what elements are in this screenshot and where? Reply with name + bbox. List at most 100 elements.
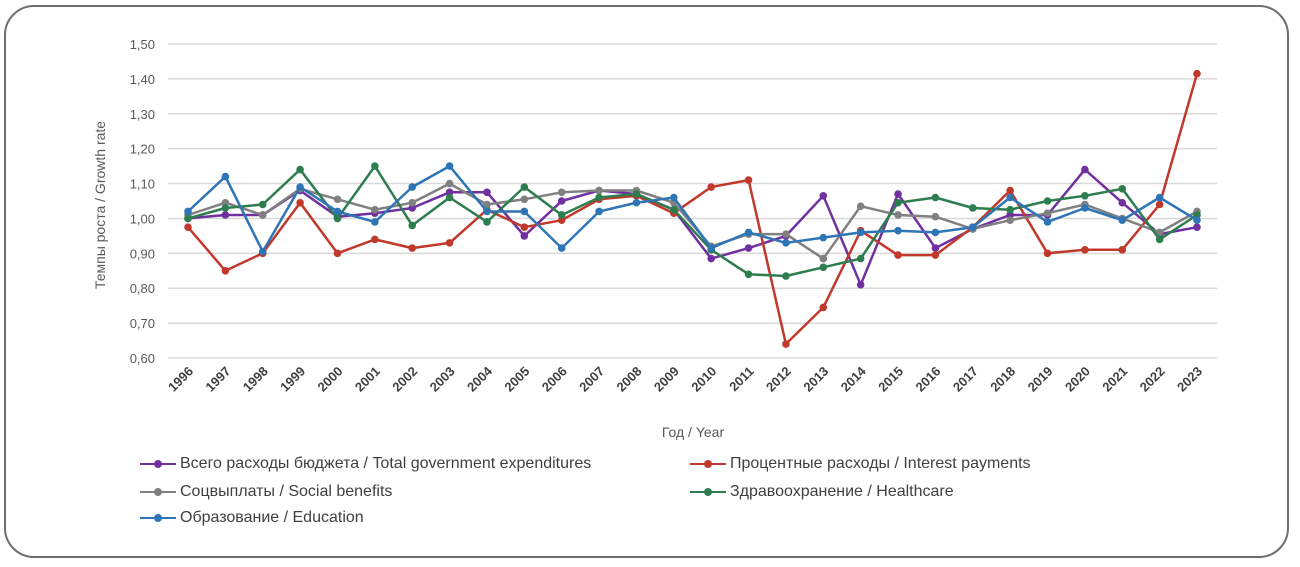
data-point[interactable] (1193, 211, 1201, 219)
data-point[interactable] (894, 211, 902, 219)
data-point[interactable] (931, 244, 940, 252)
data-point[interactable] (1155, 235, 1164, 244)
data-point[interactable] (445, 239, 454, 247)
data-point[interactable] (744, 270, 753, 279)
data-point[interactable] (670, 193, 678, 202)
data-point[interactable] (632, 198, 641, 207)
data-point[interactable] (1043, 218, 1052, 226)
data-point[interactable] (258, 211, 267, 219)
data-point[interactable] (221, 266, 230, 275)
data-point[interactable] (371, 162, 379, 170)
data-point[interactable] (968, 223, 977, 231)
data-point[interactable] (856, 228, 865, 237)
data-point[interactable] (520, 195, 529, 204)
data-point[interactable] (931, 228, 940, 237)
data-point[interactable] (707, 244, 715, 252)
data-point[interactable] (856, 254, 865, 263)
data-point[interactable] (1193, 69, 1201, 78)
data-point[interactable] (408, 204, 417, 212)
data-point[interactable] (931, 212, 940, 221)
data-point[interactable] (445, 179, 454, 188)
data-point[interactable] (1118, 216, 1127, 224)
legend-item-interest-payments[interactable]: Процентные расходы / Interest payments (690, 455, 1031, 473)
data-point[interactable] (632, 190, 641, 198)
data-point[interactable] (744, 244, 753, 252)
data-point[interactable] (557, 197, 566, 205)
data-point[interactable] (333, 195, 342, 204)
data-point[interactable] (333, 249, 342, 258)
data-point[interactable] (595, 186, 603, 195)
data-point[interactable] (520, 207, 529, 216)
data-point[interactable] (1118, 198, 1127, 207)
data-point[interactable] (819, 233, 828, 242)
data-point[interactable] (819, 303, 828, 312)
data-point[interactable] (894, 226, 902, 235)
data-point[interactable] (408, 244, 417, 252)
data-point[interactable] (445, 162, 454, 170)
data-point[interactable] (782, 230, 790, 238)
data-point[interactable] (856, 280, 865, 289)
data-point[interactable] (1081, 165, 1089, 174)
data-point[interactable] (1043, 197, 1052, 205)
data-point[interactable] (557, 244, 566, 252)
data-point[interactable] (520, 183, 529, 191)
data-point[interactable] (1118, 246, 1127, 254)
data-point[interactable] (221, 172, 230, 181)
data-point[interactable] (894, 251, 902, 259)
data-point[interactable] (221, 211, 230, 219)
data-point[interactable] (221, 204, 230, 212)
data-point[interactable] (1193, 223, 1201, 231)
data-point[interactable] (782, 239, 790, 247)
data-point[interactable] (744, 176, 753, 184)
data-point[interactable] (483, 207, 491, 216)
data-point[interactable] (744, 228, 753, 237)
data-point[interactable] (483, 200, 491, 209)
data-point[interactable] (184, 207, 192, 216)
data-point[interactable] (707, 254, 715, 263)
data-point[interactable] (894, 190, 902, 198)
data-point[interactable] (1193, 216, 1201, 224)
data-point[interactable] (258, 247, 267, 256)
data-point[interactable] (333, 214, 342, 223)
data-point[interactable] (1006, 205, 1014, 214)
data-point[interactable] (520, 223, 529, 231)
data-point[interactable] (1081, 246, 1089, 254)
data-point[interactable] (670, 205, 678, 214)
data-point[interactable] (296, 198, 304, 207)
data-point[interactable] (296, 165, 304, 174)
data-point[interactable] (931, 193, 940, 202)
data-point[interactable] (1043, 249, 1052, 258)
data-point[interactable] (707, 183, 715, 191)
data-point[interactable] (371, 205, 379, 214)
data-point[interactable] (483, 218, 491, 226)
data-point[interactable] (557, 188, 566, 197)
data-point[interactable] (1006, 211, 1014, 219)
data-point[interactable] (371, 235, 379, 244)
data-point[interactable] (258, 200, 267, 209)
data-point[interactable] (1155, 228, 1164, 237)
data-point[interactable] (782, 340, 790, 348)
data-point[interactable] (595, 193, 603, 202)
data-point[interactable] (221, 198, 230, 207)
data-point[interactable] (371, 218, 379, 226)
legend-item-healthcare[interactable]: Здравоохранение / Healthcare (690, 483, 954, 501)
data-point[interactable] (557, 211, 566, 219)
data-point[interactable] (445, 188, 454, 197)
data-point[interactable] (557, 216, 566, 224)
data-point[interactable] (782, 272, 790, 280)
data-point[interactable] (1081, 204, 1089, 212)
data-point[interactable] (1006, 186, 1014, 195)
data-point[interactable] (1118, 184, 1127, 193)
data-point[interactable] (819, 254, 828, 263)
data-point[interactable] (184, 214, 192, 223)
legend-item-education[interactable]: Образование / Education (140, 509, 364, 527)
data-point[interactable] (296, 183, 304, 191)
data-point[interactable] (408, 221, 417, 230)
data-point[interactable] (931, 251, 940, 259)
data-point[interactable] (408, 183, 417, 191)
data-point[interactable] (894, 198, 902, 207)
data-point[interactable] (595, 207, 603, 216)
data-point[interactable] (333, 207, 342, 216)
data-point[interactable] (408, 198, 417, 207)
data-point[interactable] (856, 202, 865, 211)
